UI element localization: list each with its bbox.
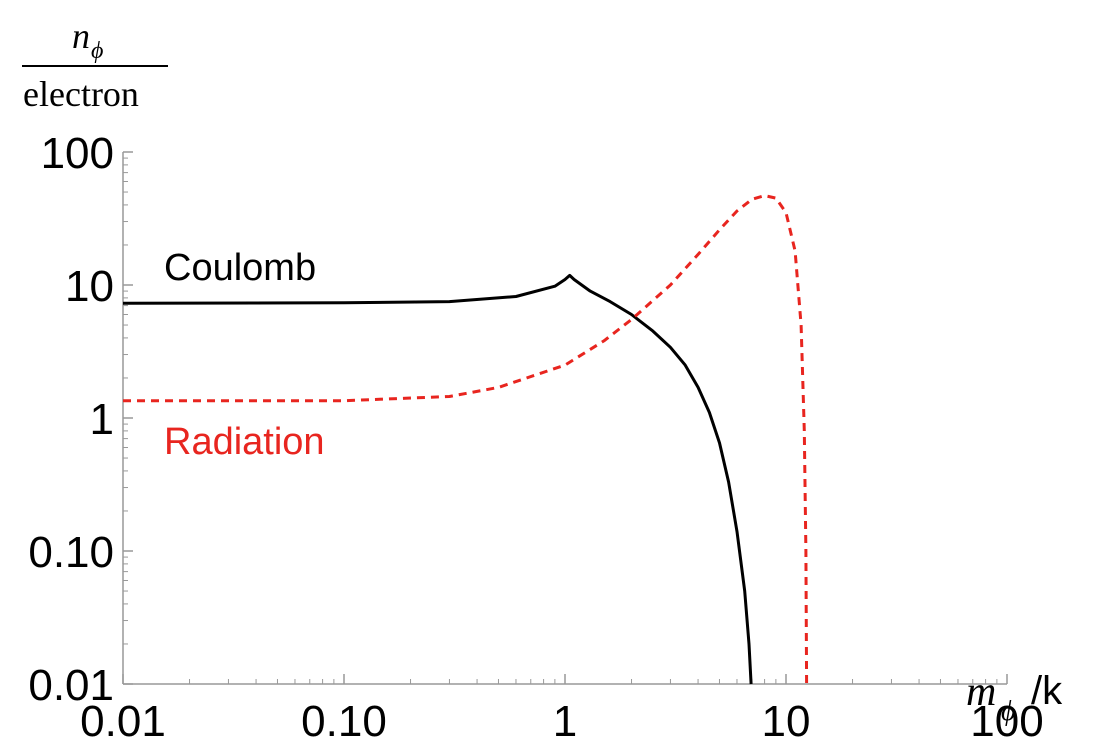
x-tick-label: 100 [970, 697, 1043, 742]
y-tick-label: 100 [41, 129, 114, 178]
axes [122, 152, 1007, 685]
series-line-radiation [123, 194, 809, 685]
y-tick-label: 0.10 [28, 528, 114, 577]
y-label-numerator-sub: ϕ [91, 38, 103, 64]
ticks: 0.01 0.10 1 10 100 0.01 0.10 1 10 100 [28, 129, 1043, 742]
x-tick-label: 1 [553, 697, 577, 742]
annotation-coulomb: Coulomb [164, 247, 316, 289]
x-label-main: m [966, 669, 996, 715]
x-tick-label: 10 [762, 697, 811, 742]
x-axis-label: m ϕ /k [966, 669, 1063, 727]
y-axis-label: n ϕ electron [22, 16, 168, 114]
y-tick-label: 0.01 [28, 661, 114, 710]
series-line-coulomb [122, 273, 753, 685]
y-label-denominator: electron [23, 74, 139, 114]
annotation-radiation: Radiation [164, 421, 325, 463]
x-tick-label: 0.10 [301, 697, 387, 742]
y-tick-label: 1 [90, 395, 114, 444]
x-label-rest: /k [1031, 669, 1063, 713]
x-tick-label: 0.01 [80, 697, 166, 742]
y-tick-label: 10 [65, 262, 114, 311]
series-layer [122, 194, 809, 685]
x-label-sub: ϕ [1001, 696, 1016, 727]
y-label-numerator: n [72, 16, 90, 56]
